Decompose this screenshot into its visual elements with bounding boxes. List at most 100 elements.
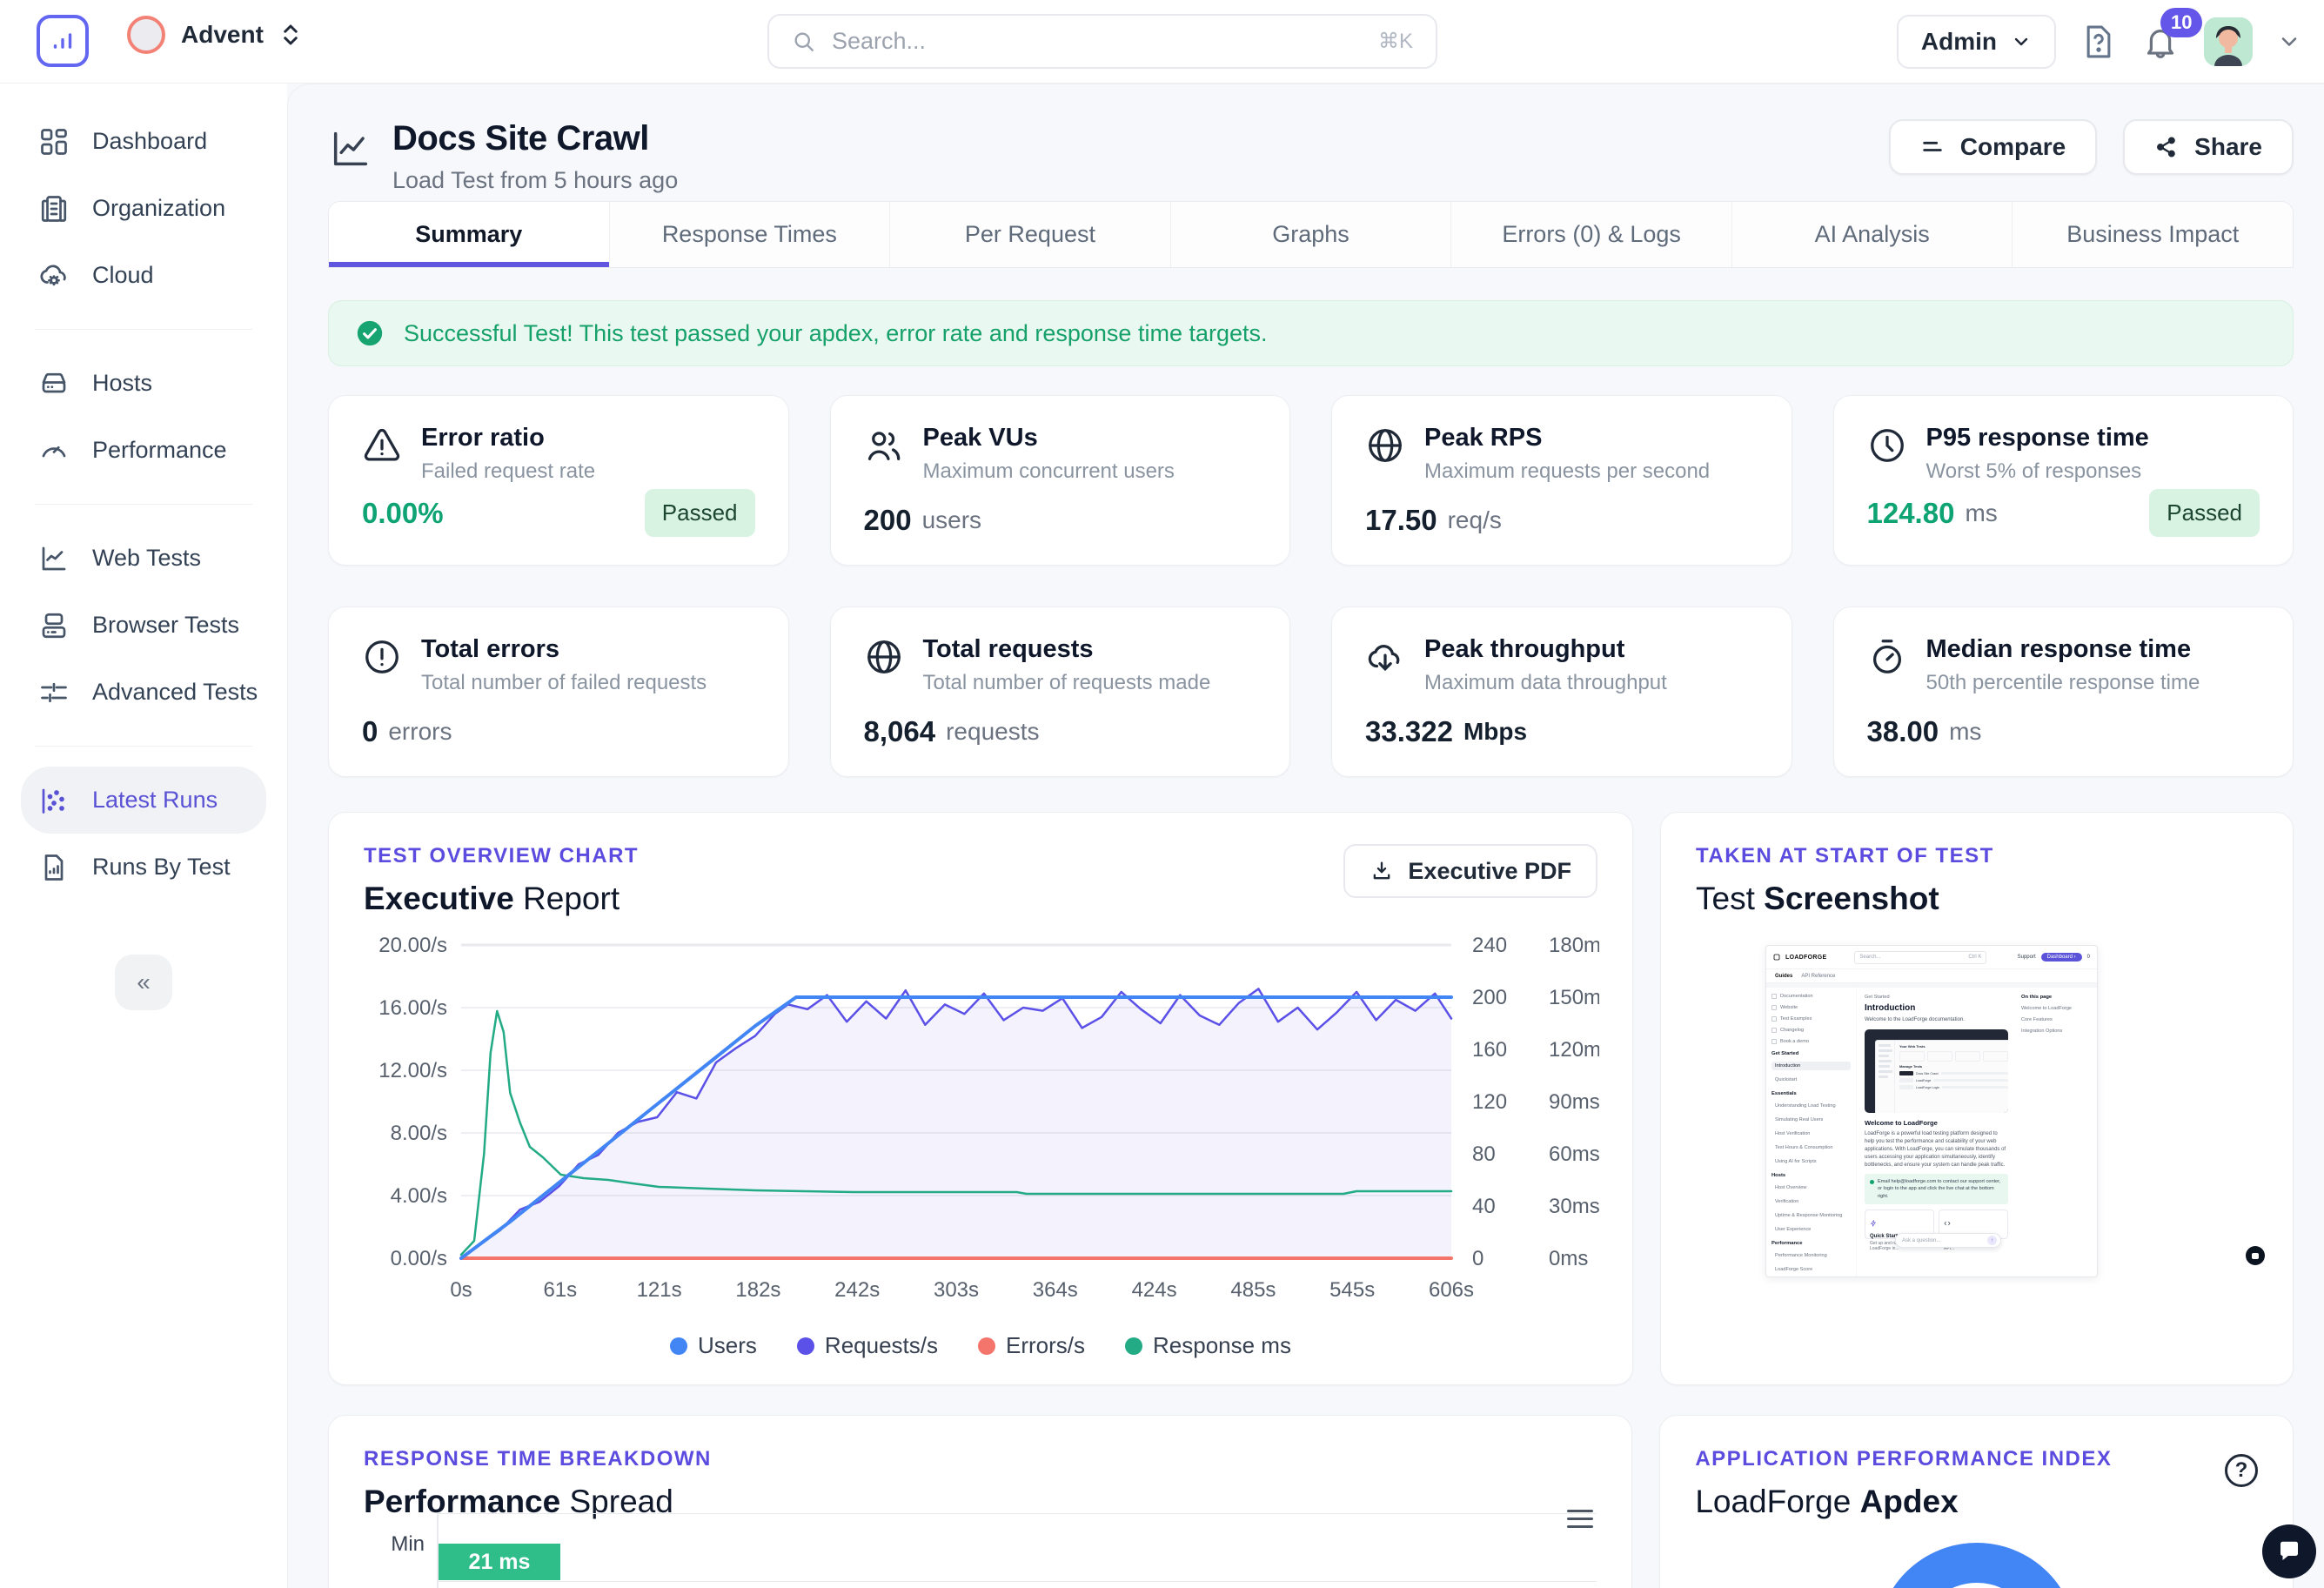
metric-cards: Error ratio Failed request rate 0.00% Passe… xyxy=(328,395,2294,777)
file-chart-icon xyxy=(44,854,64,881)
svg-text:61s: 61s xyxy=(543,1278,577,1302)
tab-business-impact[interactable]: Business Impact xyxy=(2013,202,2293,267)
sliders-icon xyxy=(41,682,67,702)
metric-card-peak-vus: Peak VUs Maximum concurrent users 200 users xyxy=(829,395,1290,566)
mini-logo-icon xyxy=(1773,954,1780,961)
legend-item-errors-s[interactable]: Errors/s xyxy=(978,1332,1085,1359)
compare-button[interactable]: Compare xyxy=(1888,119,2098,175)
share-icon xyxy=(2157,137,2175,157)
org-name: Advent xyxy=(181,21,264,48)
help-docs-button[interactable] xyxy=(2080,23,2117,61)
svg-text:40: 40 xyxy=(1472,1195,1496,1218)
check-circle-icon xyxy=(357,320,383,346)
org-switcher[interactable]: Advent xyxy=(127,16,302,54)
sidebar-label: Performance xyxy=(92,437,227,463)
legend-dot xyxy=(796,1337,814,1355)
mini-nav-link: Quickstart xyxy=(1775,1077,1798,1082)
legend-item-users[interactable]: Users xyxy=(670,1332,757,1359)
svg-text:121s: 121s xyxy=(637,1278,682,1302)
sidebar-item-performance[interactable]: Performance xyxy=(0,417,287,484)
search-placeholder: Search... xyxy=(832,28,927,54)
svg-text:485s: 485s xyxy=(1230,1278,1276,1302)
page-title: Docs Site Crawl xyxy=(392,119,649,157)
legend-label: Requests/s xyxy=(824,1332,938,1358)
metric-unit: users xyxy=(921,506,982,533)
chart-menu-icon[interactable] xyxy=(1567,1510,1594,1533)
overview-label: TEST OVERVIEW CHART xyxy=(364,844,640,868)
warning-triangle-icon xyxy=(364,428,400,461)
metric-unit: ms xyxy=(1949,718,1982,745)
legend-item-response-ms[interactable]: Response ms xyxy=(1125,1332,1291,1359)
mini-nav-item: Website xyxy=(1771,1005,1851,1010)
app-logo[interactable] xyxy=(37,15,89,67)
mini-nav-link: Uptime & Response Monitoring xyxy=(1775,1213,1843,1218)
test-chart-icon xyxy=(333,131,368,166)
mini-page-link: Welcome to LoadForge xyxy=(2021,1006,2073,1011)
mini-page-link: Integration Options xyxy=(2021,1029,2063,1034)
svg-text:60ms: 60ms xyxy=(1549,1142,1599,1166)
legend-item-requests-s[interactable]: Requests/s xyxy=(796,1332,938,1359)
metric-subtitle: Maximum data throughput xyxy=(1424,671,1667,694)
success-banner-text: Successful Test! This test passed your a… xyxy=(404,319,1268,346)
search-input[interactable]: Search... ⌘K xyxy=(767,14,1437,69)
page-subtitle: Load Test from 5 hours ago xyxy=(392,167,679,193)
tab-summary[interactable]: Summary xyxy=(329,202,610,267)
metric-subtitle: 50th percentile response time xyxy=(1926,671,2200,694)
executive-pdf-button[interactable]: Executive PDF xyxy=(1343,844,1597,898)
metric-unit: requests xyxy=(946,718,1040,745)
clock-icon xyxy=(1870,429,1904,462)
sidebar-item-organization[interactable]: Organization xyxy=(0,175,287,242)
sidebar-item-cloud[interactable]: Cloud xyxy=(0,242,287,309)
min-bar: 21 ms xyxy=(439,1544,560,1580)
test-screenshot-panel: TAKEN AT START OF TEST Test Screenshot L… xyxy=(1660,812,2294,1385)
svg-text:364s: 364s xyxy=(1033,1278,1078,1302)
chat-widget-button[interactable] xyxy=(2262,1524,2316,1578)
svg-text:182s: 182s xyxy=(735,1278,780,1302)
mini-nav-section: Performance xyxy=(1771,1241,1803,1246)
user-avatar[interactable] xyxy=(2204,17,2253,66)
share-button[interactable]: Share xyxy=(2123,119,2294,175)
tab-graphs[interactable]: Graphs xyxy=(1170,202,1452,267)
notifications-button[interactable]: 10 xyxy=(2141,8,2203,62)
mini-docs-main: Get Started Introduction Welcome to the … xyxy=(1857,988,2016,1276)
sidebar-collapse-button[interactable]: « xyxy=(115,955,172,1010)
admin-menu-button[interactable]: Admin xyxy=(1896,15,2056,69)
chat-icon xyxy=(2280,1541,2298,1560)
apdex-gauge xyxy=(1876,1543,2077,1588)
status-badge: Passed xyxy=(2149,489,2260,537)
mini-inner-manage: Manage Tests xyxy=(1899,1064,1923,1069)
sidebar-item-advanced-tests[interactable]: Advanced Tests xyxy=(0,659,287,726)
mini-ask-input: Ask a question... xyxy=(1895,1233,2001,1248)
chart-legend: Users Requests/s Errors/s Response ms xyxy=(364,1332,1597,1359)
sidebar-item-browser-tests[interactable]: Browser Tests xyxy=(0,592,287,659)
mini-nav-link: Host Verification xyxy=(1775,1131,1811,1136)
bar-chart-icon xyxy=(53,33,72,49)
svg-text:242s: 242s xyxy=(834,1278,880,1302)
account-chevron-down-icon[interactable] xyxy=(2277,30,2301,54)
cloud-download-icon xyxy=(1368,645,1400,672)
tab-errors-logs[interactable]: Errors (0) & Logs xyxy=(1451,202,1732,267)
mini-ask-placeholder: Ask a question... xyxy=(1902,1237,1941,1243)
svg-text:4.00/s: 4.00/s xyxy=(391,1184,447,1208)
mini-dashboard-button: Dashboard › xyxy=(2040,953,2082,962)
sidebar-item-hosts[interactable]: Hosts xyxy=(0,350,287,417)
compare-label: Compare xyxy=(1959,133,2066,160)
sidebar-label: Runs By Test xyxy=(92,854,231,880)
sidebar-item-dashboard[interactable]: Dashboard xyxy=(0,108,287,175)
sidebar-divider xyxy=(35,329,252,330)
sidebar-item-runs-by-test[interactable]: Runs By Test xyxy=(0,834,287,901)
alert-circle-icon xyxy=(365,640,398,673)
mini-dashboard-screenshot: Your Web Tests Manage Tests Docs Site Cr… xyxy=(1865,1029,2008,1113)
apdex-help-icon[interactable]: ? xyxy=(2225,1454,2258,1487)
svg-text:303s: 303s xyxy=(934,1278,979,1302)
tab-per-request[interactable]: Per Request xyxy=(890,202,1171,267)
svg-text:30ms: 30ms xyxy=(1549,1195,1599,1218)
test-screenshot-image: LOADFORGE Search... Ctrl K Support Dashbo… xyxy=(1765,945,2098,1277)
tab-response-times[interactable]: Response Times xyxy=(609,202,891,267)
sidebar-item-web-tests[interactable]: Web Tests xyxy=(0,525,287,592)
metric-value: 200 xyxy=(863,504,912,536)
sidebar-item-latest-runs[interactable]: Latest Runs xyxy=(21,767,266,834)
metric-card-median-response-time: Median response time 50th percentile resp… xyxy=(1832,606,2294,777)
tab-ai-analysis[interactable]: AI Analysis xyxy=(1731,202,2013,267)
legend-dot xyxy=(1125,1337,1142,1355)
